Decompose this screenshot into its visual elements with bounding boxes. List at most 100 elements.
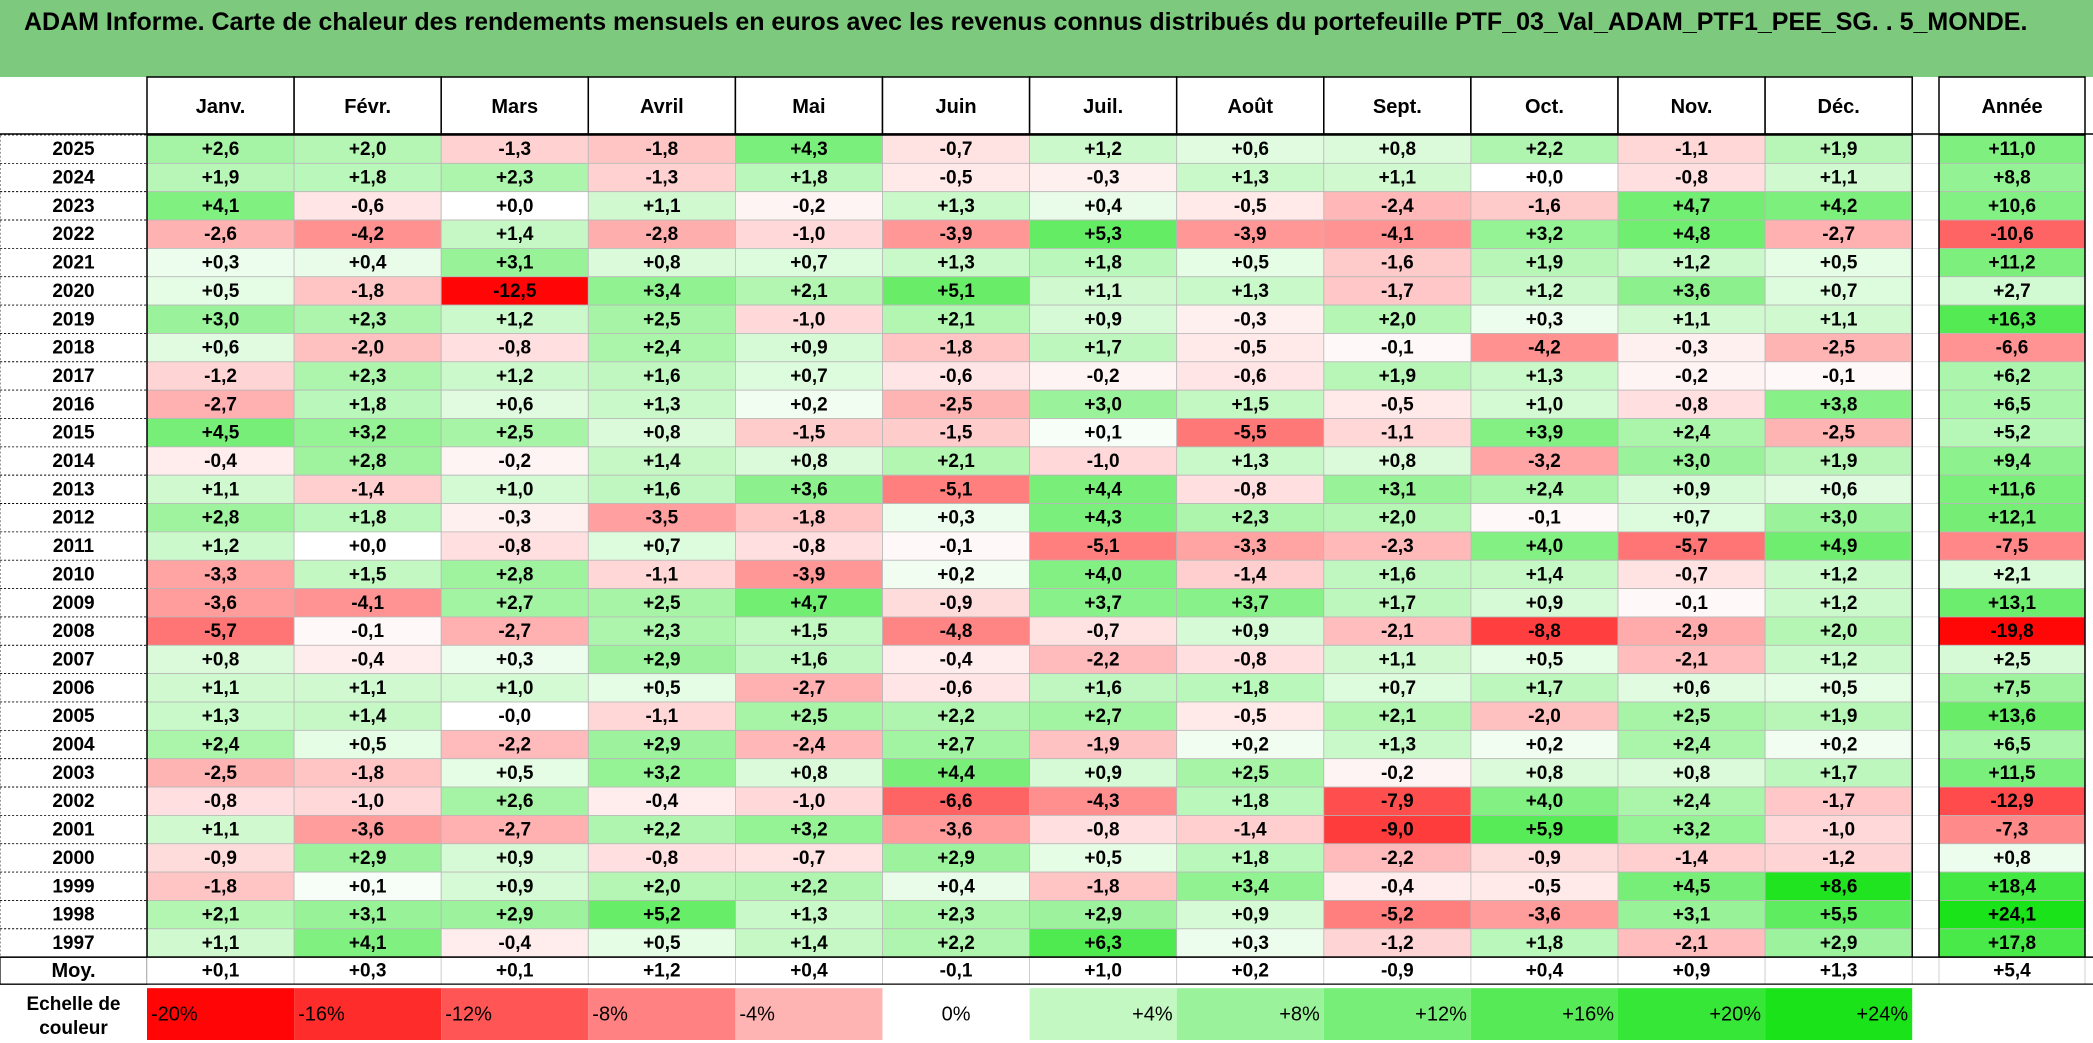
color-scale-swatch <box>882 988 1030 1040</box>
spacer-cell <box>1910 758 1940 788</box>
year-label-2015: 2015 <box>52 423 95 444</box>
year-label-2023: 2023 <box>52 196 94 217</box>
cell-value: +2,9 <box>496 905 534 926</box>
spacer-cell <box>1910 900 1940 930</box>
heat-cell <box>587 134 736 164</box>
year-label-2002: 2002 <box>52 791 94 812</box>
cell-value: -12,5 <box>493 281 537 302</box>
annual-value-2006: +7,5 <box>1993 678 2031 699</box>
cell-value: +1,1 <box>1379 649 1417 670</box>
cell-value: -1,8 <box>351 281 384 302</box>
heat-cell <box>1470 474 1619 504</box>
year-cell <box>0 559 148 590</box>
cell-value: -0,2 <box>1675 366 1708 387</box>
annual-value-2005: +13,6 <box>1988 706 2036 727</box>
heat-cell <box>1029 134 1178 164</box>
cell-value: -3,5 <box>645 508 678 529</box>
heat-cell <box>882 247 1031 278</box>
cell-value: +2,3 <box>937 905 975 926</box>
cell-value: +2,5 <box>1231 763 1269 784</box>
cell-value: +2,4 <box>1673 791 1711 812</box>
cell-value: -1,1 <box>1381 423 1414 444</box>
heat-cell <box>1323 134 1472 164</box>
cell-value: +3,4 <box>1231 876 1269 897</box>
heat-cell <box>1470 219 1619 249</box>
heat-cell <box>587 304 736 334</box>
average-value: +0,4 <box>790 961 828 982</box>
cell-value: -0,5 <box>1528 876 1561 897</box>
heat-cell <box>1764 361 1913 391</box>
cell-value: +6,3 <box>1084 933 1122 954</box>
heat-cell <box>1470 446 1619 476</box>
heat-cell <box>1470 389 1619 419</box>
cell-value: -0,6 <box>940 678 973 699</box>
cell-value: +2,4 <box>643 338 681 359</box>
heat-cell <box>587 559 736 590</box>
cell-value: -0,7 <box>793 848 826 869</box>
cell-value: +0,7 <box>790 366 828 387</box>
cell-value: +0,7 <box>1820 281 1858 302</box>
cell-value: +4,8 <box>1673 224 1711 245</box>
cell-value: -8,8 <box>1528 621 1561 642</box>
cell-value: -2,5 <box>204 763 237 784</box>
heat-cell <box>1764 758 1913 788</box>
heat-cell <box>1176 701 1325 731</box>
cell-value: -1,8 <box>204 876 237 897</box>
cell-value: -0,8 <box>793 536 826 557</box>
spacer-cell <box>1910 163 1940 193</box>
cell-value: +3,4 <box>643 281 681 302</box>
cell-value: -0,5 <box>1381 394 1414 415</box>
cell-value: +4,1 <box>349 933 387 954</box>
cell-value: +2,5 <box>643 309 681 330</box>
cell-value: +0,1 <box>1084 423 1122 444</box>
heat-cell <box>293 616 442 646</box>
heat-cell <box>1617 446 1766 476</box>
cell-value: -1,0 <box>351 791 384 812</box>
heat-cell <box>1176 928 1325 958</box>
year-label-2022: 2022 <box>52 224 94 245</box>
cell-value: -0,7 <box>1087 621 1120 642</box>
cell-value: -3,6 <box>940 820 973 841</box>
color-scale-step: -16% <box>298 1003 345 1025</box>
header-cell-annual <box>1938 76 2086 135</box>
annual-value-2013: +11,6 <box>1988 479 2035 500</box>
heat-cell <box>1617 871 1766 901</box>
heat-cell <box>1617 418 1766 448</box>
column-header-10: Nov. <box>1671 96 1713 118</box>
heat-cell <box>293 871 442 901</box>
spacer-cell <box>1910 361 1940 391</box>
heat-cell <box>440 644 589 675</box>
heat-cell <box>1323 361 1472 391</box>
year-label-1998: 1998 <box>52 905 94 926</box>
column-header-9: Oct. <box>1525 96 1564 118</box>
heat-cell <box>1029 247 1178 278</box>
cell-value: -1,4 <box>351 479 384 500</box>
cell-value: +2,0 <box>1820 621 1858 642</box>
cell-value: -5,1 <box>1087 536 1120 557</box>
cell-value: +2,6 <box>202 139 240 160</box>
heat-cell <box>293 644 442 675</box>
average-value: +0,3 <box>349 961 387 982</box>
average-cell <box>882 956 1031 985</box>
cell-value: +2,1 <box>790 281 828 302</box>
column-header-4: Mai <box>792 96 825 118</box>
heat-cell <box>1176 786 1325 816</box>
heat-cell <box>440 786 589 816</box>
cell-value: -0,8 <box>498 338 531 359</box>
annual-cell <box>1938 446 2086 476</box>
heat-cell <box>882 333 1031 363</box>
cell-value: -0,1 <box>1528 508 1561 529</box>
heat-cell <box>293 758 442 788</box>
heat-cell <box>293 389 442 419</box>
cell-value: -2,5 <box>940 394 973 415</box>
annual-value-2015: +5,2 <box>1993 423 2031 444</box>
spacer-cell <box>1910 474 1940 504</box>
cell-value: -2,5 <box>1822 423 1855 444</box>
heat-cell <box>293 815 442 845</box>
cell-value: -2,7 <box>498 820 531 841</box>
cell-value: -0,9 <box>940 593 973 614</box>
heat-cell <box>1176 474 1325 504</box>
color-scale-swatch <box>294 988 442 1040</box>
cell-value: -0,4 <box>1381 876 1414 897</box>
average-label: Moy. <box>51 960 95 982</box>
